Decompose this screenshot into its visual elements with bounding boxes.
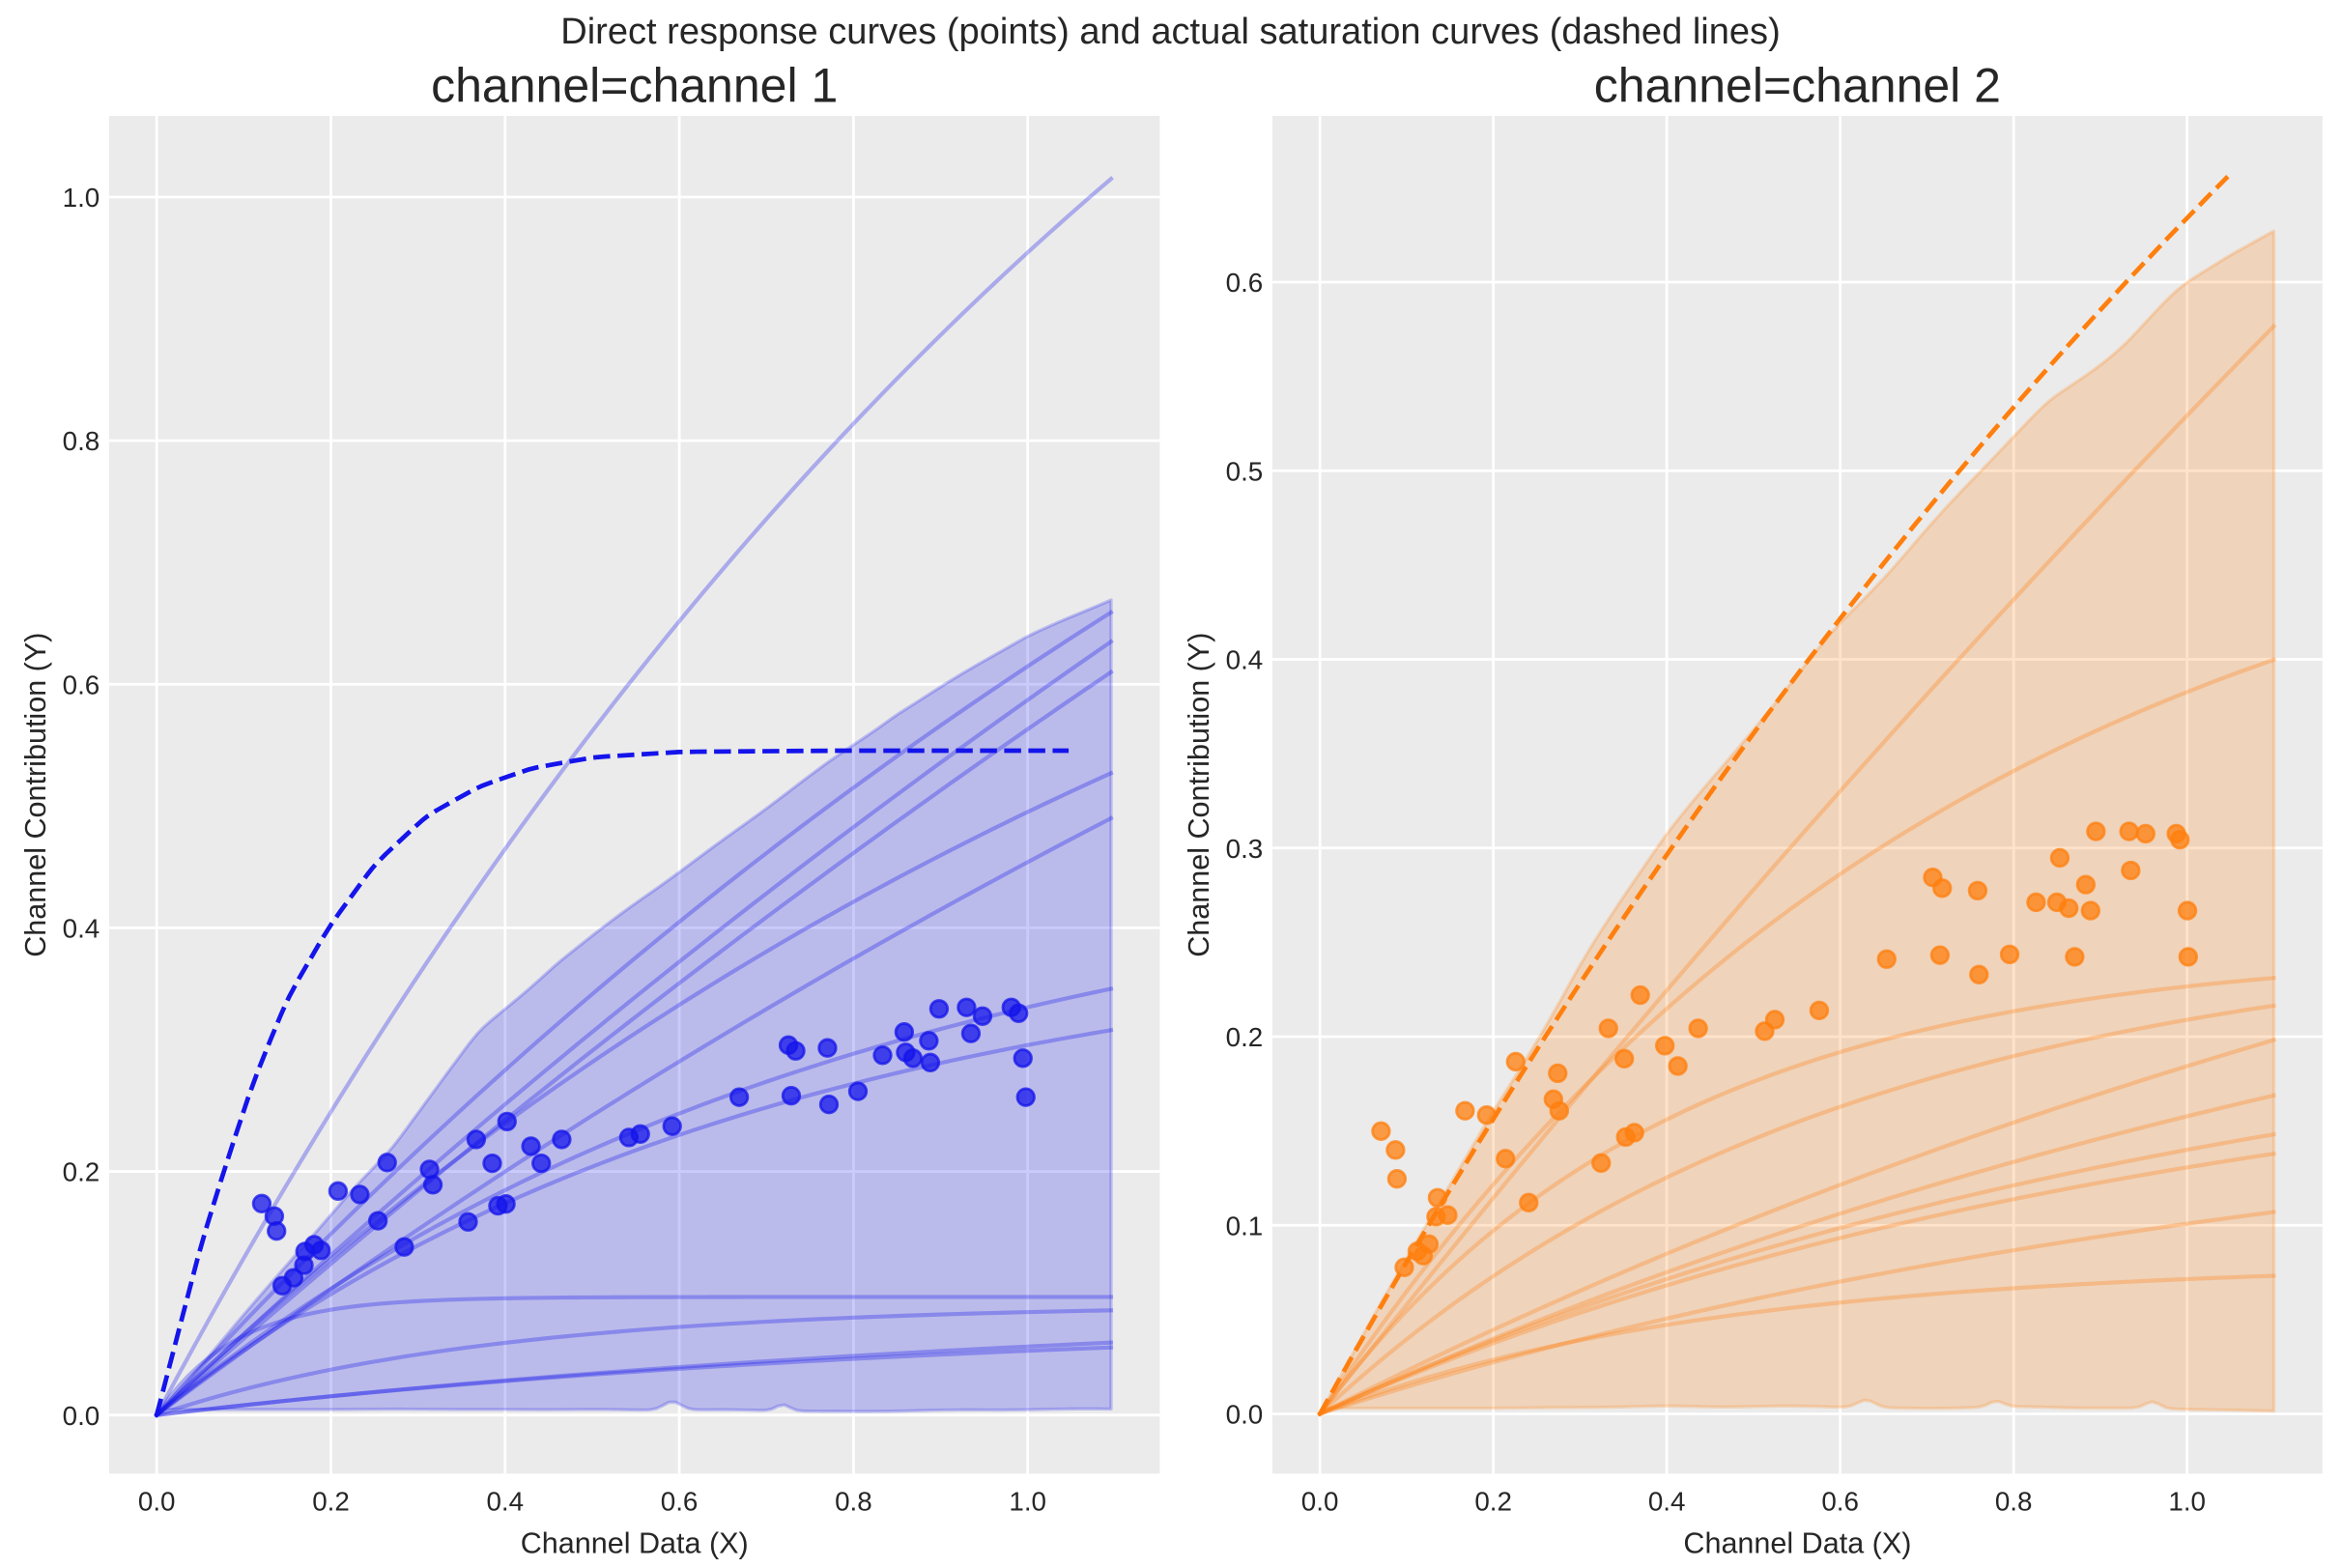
svg-text:0.2: 0.2 <box>1474 1486 1512 1516</box>
svg-text:0.6: 0.6 <box>1226 268 1264 298</box>
svg-text:0.0: 0.0 <box>1301 1486 1339 1516</box>
svg-text:Channel Contribution (Y): Channel Contribution (Y) <box>19 633 52 957</box>
svg-text:0.8: 0.8 <box>63 426 100 456</box>
svg-text:Channel Data (X): Channel Data (X) <box>1683 1526 1911 1559</box>
svg-text:0.0: 0.0 <box>138 1486 176 1516</box>
svg-text:0.6: 0.6 <box>661 1486 699 1516</box>
svg-text:0.5: 0.5 <box>1226 456 1264 486</box>
svg-text:0.4: 0.4 <box>1226 645 1264 675</box>
svg-text:0.4: 0.4 <box>63 913 100 943</box>
svg-text:0.6: 0.6 <box>63 670 100 699</box>
svg-text:Channel Data (X): Channel Data (X) <box>521 1526 749 1559</box>
svg-text:0.0: 0.0 <box>63 1401 100 1431</box>
svg-text:0.6: 0.6 <box>1821 1486 1859 1516</box>
svg-text:Channel Contribution (Y): Channel Contribution (Y) <box>1183 633 1215 957</box>
svg-text:0.4: 0.4 <box>486 1486 524 1516</box>
svg-text:Direct response curves (points: Direct response curves (points) and actu… <box>560 12 1781 52</box>
svg-text:channel=channel 2: channel=channel 2 <box>1594 59 2001 113</box>
svg-text:channel=channel 1: channel=channel 1 <box>431 59 838 113</box>
svg-text:1.0: 1.0 <box>63 183 100 213</box>
svg-text:0.2: 0.2 <box>63 1157 100 1187</box>
svg-text:0.2: 0.2 <box>312 1486 350 1516</box>
svg-text:0.4: 0.4 <box>1648 1486 1686 1516</box>
svg-text:0.8: 0.8 <box>1995 1486 2033 1516</box>
svg-text:0.1: 0.1 <box>1226 1211 1264 1240</box>
svg-text:1.0: 1.0 <box>2168 1486 2206 1516</box>
svg-text:0.3: 0.3 <box>1226 834 1264 864</box>
svg-text:0.8: 0.8 <box>835 1486 872 1516</box>
svg-text:0.2: 0.2 <box>1226 1022 1264 1052</box>
svg-text:0.0: 0.0 <box>1226 1400 1264 1430</box>
svg-text:1.0: 1.0 <box>1009 1486 1046 1516</box>
